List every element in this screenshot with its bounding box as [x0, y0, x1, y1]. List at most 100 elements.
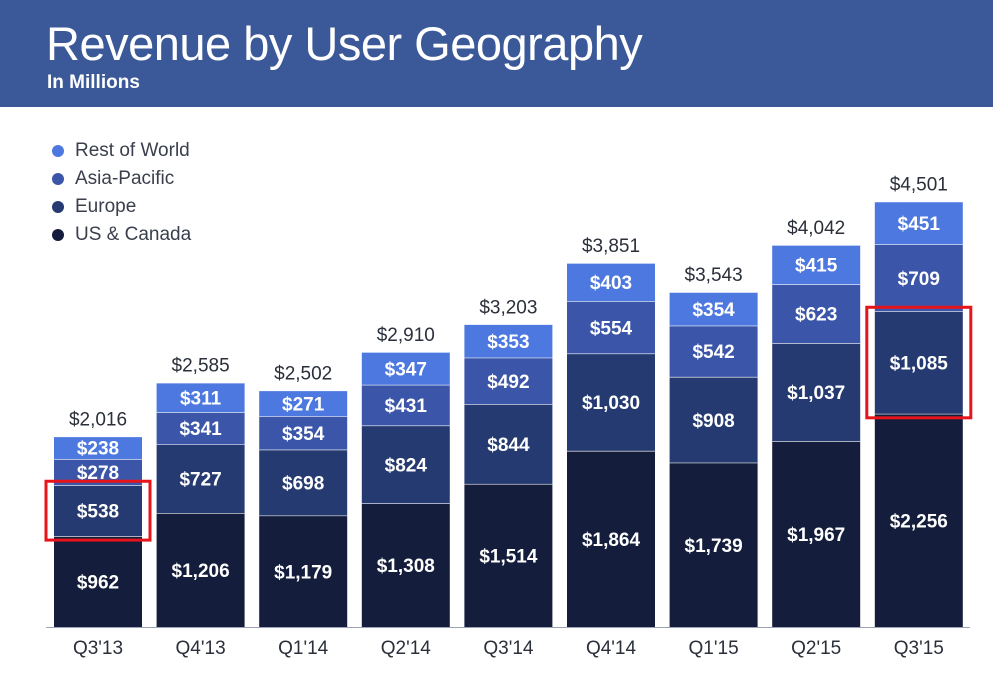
data-label-q1-14-rest-of-world: $271 [282, 394, 325, 415]
x-tick-label-q3-15: Q3'15 [894, 638, 944, 659]
data-label-q4-14-us-canada: $1,864 [582, 530, 641, 551]
bar-q3-13-rest-of-world [54, 436, 142, 459]
x-tick-label-q1-15: Q1'15 [689, 638, 739, 659]
data-label-q1-14-europe: $698 [282, 474, 324, 495]
bar-q2-14-asia-pacific [361, 384, 450, 426]
data-label-q3-15-asia-pacific: $709 [898, 269, 940, 290]
data-label-q1-14-us-canada: $1,179 [274, 562, 332, 583]
data-label-q3-13-europe: $538 [77, 502, 119, 523]
data-label-q1-14-asia-pacific: $354 [282, 424, 325, 445]
bar-q2-14-us-canada [361, 503, 450, 627]
legend-swatch-us-canada [52, 229, 64, 241]
bar-q1-15-us-canada [669, 462, 758, 627]
legend-item-rest-of-world: Rest of World [52, 137, 191, 165]
data-label-q4-13-europe: $727 [179, 470, 221, 491]
x-tick-label-q4-13: Q4'13 [176, 638, 226, 659]
data-label-q2-14-rest-of-world: $347 [385, 359, 427, 380]
data-label-q4-13-us-canada: $1,206 [172, 561, 230, 582]
x-tick-label-q4-14: Q4'14 [586, 638, 637, 659]
total-label-q3-14: $3,203 [479, 297, 537, 318]
highlight-box-q3-15-europe [865, 305, 973, 420]
data-label-q3-14-europe: $844 [487, 435, 530, 456]
data-label-q3-13-rest-of-world: $238 [77, 439, 119, 460]
x-tick-label-q3-13: Q3'13 [73, 638, 123, 659]
legend-item-asia-pacific: Asia-Pacific [52, 165, 191, 193]
total-label-q4-14: $3,851 [582, 236, 640, 257]
bar-q2-14-rest-of-world [361, 352, 450, 385]
bar-q4-13-us-canada [156, 513, 245, 627]
data-label-q2-15-asia-pacific: $623 [795, 305, 837, 326]
data-label-q4-14-europe: $1,030 [582, 393, 640, 414]
bar-q4-13-asia-pacific [156, 412, 245, 445]
total-label-q2-15: $4,042 [787, 218, 845, 239]
legend-swatch-europe [52, 201, 64, 213]
bar-q3-13-us-canada [54, 536, 142, 627]
bar-q2-15-rest-of-world [772, 245, 861, 285]
bar-q1-14-us-canada [259, 515, 348, 627]
x-tick-label-q2-14: Q2'14 [381, 638, 432, 659]
data-label-q3-15-rest-of-world: $451 [898, 214, 941, 235]
bar-q2-15-europe [772, 343, 861, 442]
data-label-q3-14-us-canada: $1,514 [479, 546, 538, 567]
data-label-q4-13-rest-of-world: $311 [180, 388, 222, 409]
legend-item-europe: Europe [52, 193, 191, 221]
chart-subtitle: In Millions [47, 72, 140, 93]
data-label-q3-15-europe: $1,085 [890, 354, 949, 375]
total-label-q3-13: $2,016 [69, 409, 127, 430]
bar-q2-15-asia-pacific [772, 284, 861, 344]
chart-title: Revenue by User Geography [46, 17, 643, 70]
data-label-q2-15-rest-of-world: $415 [795, 256, 838, 277]
x-tick-label-q1-14: Q1'14 [278, 638, 329, 659]
bar-q3-14-us-canada [464, 483, 553, 627]
legend-swatch-rest-of-world [52, 145, 64, 157]
legend-label-rest-of-world: Rest of World [75, 140, 190, 161]
total-label-q1-15: $3,543 [685, 265, 743, 286]
legend-item-us-canada: US & Canada [52, 221, 191, 249]
data-label-q3-15-us-canada: $2,256 [890, 511, 948, 532]
bar-q4-14-asia-pacific [567, 301, 655, 354]
bar-q4-14-us-canada [567, 450, 655, 627]
data-label-q2-15-us-canada: $1,967 [787, 525, 845, 546]
bar-q3-15-europe [874, 311, 963, 414]
bar-q4-13-europe [156, 444, 245, 514]
highlight-box-q3-13-europe [44, 479, 152, 542]
x-tick-label-q2-15: Q2'15 [791, 638, 841, 659]
legend-label-asia-pacific: Asia-Pacific [75, 168, 175, 189]
bar-q1-14-europe [259, 449, 348, 516]
bar-q3-14-europe [464, 404, 553, 484]
total-label-q4-13: $2,585 [172, 356, 230, 377]
data-label-q1-15-europe: $908 [692, 411, 734, 432]
x-tick-label-q3-14: Q3'14 [483, 638, 534, 659]
bar-q1-15-asia-pacific [669, 325, 758, 377]
legend: Rest of World Asia-Pacific Europe US & C… [52, 137, 191, 249]
data-label-q2-15-europe: $1,037 [787, 383, 845, 404]
total-label-q1-14: $2,502 [274, 364, 332, 385]
data-label-q2-14-asia-pacific: $431 [385, 396, 428, 417]
bar-q3-15-asia-pacific [874, 244, 963, 312]
data-label-q4-13-asia-pacific: $341 [179, 419, 222, 440]
data-label-q1-15-rest-of-world: $354 [692, 300, 735, 321]
data-label-q3-13-us-canada: $962 [77, 573, 119, 594]
bar-q4-14-rest-of-world [567, 263, 655, 302]
bar-q4-13-rest-of-world [156, 382, 245, 413]
title-banner: Revenue by User Geography In Millions [0, 0, 993, 107]
total-label-q2-14: $2,910 [377, 325, 435, 346]
bar-q3-14-asia-pacific [464, 357, 553, 405]
bar-q2-14-europe [361, 425, 450, 504]
bar-q2-15-us-canada [772, 441, 861, 627]
bar-q3-15-rest-of-world [874, 201, 963, 245]
bar-q4-14-europe [567, 353, 655, 451]
bar-q1-15-rest-of-world [669, 292, 758, 326]
bar-q1-15-europe [669, 376, 758, 463]
bar-q3-15-us-canada [874, 413, 963, 627]
data-label-q3-14-asia-pacific: $492 [487, 372, 529, 393]
bar-q1-14-rest-of-world [259, 390, 348, 417]
data-label-q3-13-asia-pacific: $278 [77, 463, 119, 484]
data-label-q2-14-us-canada: $1,308 [377, 556, 435, 577]
bar-q3-14-rest-of-world [464, 324, 553, 358]
data-label-q3-14-rest-of-world: $353 [487, 332, 529, 353]
bar-q1-14-asia-pacific [259, 416, 348, 450]
data-label-q4-14-asia-pacific: $554 [590, 318, 633, 339]
legend-label-europe: Europe [75, 196, 137, 217]
